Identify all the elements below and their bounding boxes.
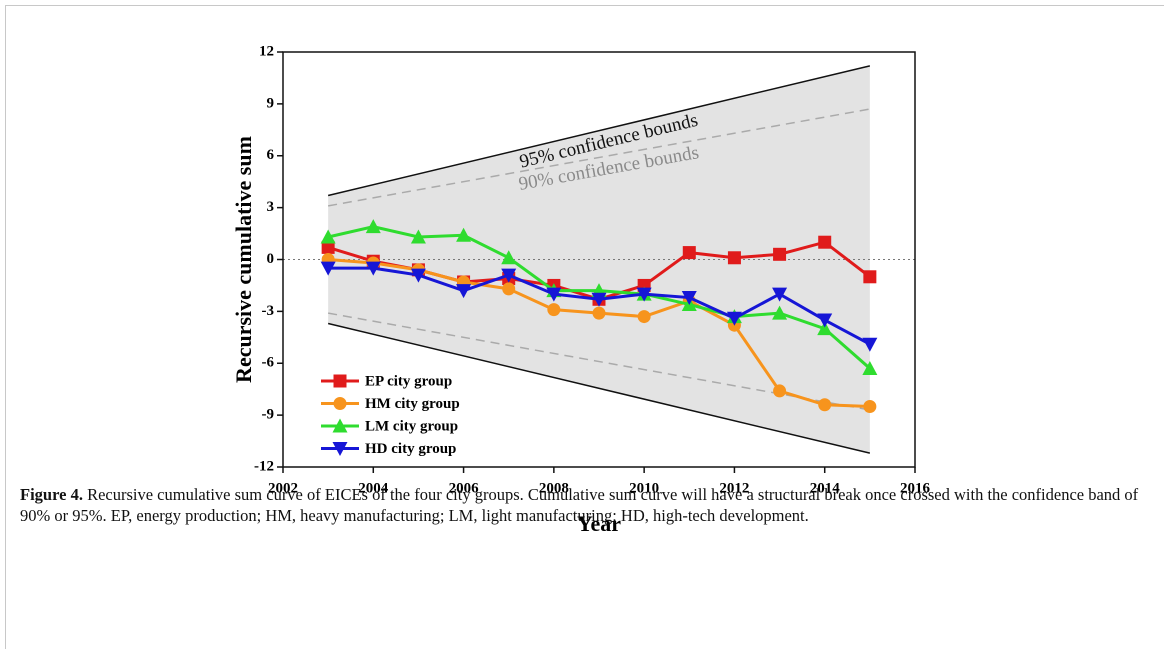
marker-triangle-down: [546, 287, 562, 302]
marker-triangle: [456, 227, 472, 242]
marker-triangle-down: [681, 291, 697, 306]
caption-label: Figure 4.: [20, 485, 83, 504]
marker-triangle: [410, 229, 426, 244]
marker-circle: [592, 306, 606, 320]
marker-triangle-down: [591, 292, 607, 307]
marker-triangle-down: [320, 261, 336, 276]
x-tick-label: 2004: [358, 480, 389, 496]
marker-triangle: [772, 305, 788, 320]
y-tick-label: -9: [262, 407, 275, 423]
marker-triangle-down: [456, 284, 472, 299]
marker-square: [863, 270, 877, 284]
y-tick-label: 3: [267, 199, 275, 215]
marker-triangle: [365, 219, 381, 234]
x-tick-label: 2008: [539, 480, 569, 496]
marker-triangle: [817, 321, 833, 336]
x-tick-label: 2016: [900, 480, 931, 496]
legend-marker: [332, 418, 348, 433]
y-tick-label: 6: [267, 147, 275, 163]
x-tick-label: 2010: [629, 480, 659, 496]
marker-triangle-down: [817, 313, 833, 328]
legend-label: LM city group: [365, 418, 458, 434]
marker-square: [321, 240, 335, 254]
legend-marker: [332, 442, 348, 456]
caption: Figure 4. Recursive cumulative sum curve…: [20, 484, 1140, 526]
legend-label: HD city group: [365, 441, 456, 457]
y-tick-label: -12: [254, 458, 274, 474]
confidence-bound-upper: [327, 65, 871, 197]
marker-square: [727, 251, 741, 265]
marker-triangle-down: [636, 287, 652, 302]
legend-marker: [333, 374, 347, 388]
marker-triangle-down: [862, 337, 878, 352]
x-tick-label: 2006: [449, 480, 480, 496]
confidence-bound-upper: [328, 108, 870, 207]
marker-circle: [502, 282, 516, 296]
legend-label: HM city group: [365, 396, 460, 412]
marker-circle: [863, 399, 877, 413]
marker-triangle: [501, 250, 517, 265]
x-axis-label: Year: [577, 511, 621, 536]
confidence-bound-lower: [327, 322, 871, 454]
figure-frame: [5, 5, 1164, 649]
x-tick-label: 2002: [268, 480, 298, 496]
marker-triangle-down: [726, 311, 742, 326]
legend-marker: [333, 397, 347, 410]
marker-square: [682, 246, 696, 260]
marker-square: [818, 235, 832, 249]
marker-circle: [773, 384, 787, 398]
y-tick-label: 12: [259, 43, 274, 59]
marker-circle: [547, 303, 561, 317]
marker-triangle-down: [410, 268, 426, 283]
y-tick-label: -6: [262, 355, 275, 371]
caption-text: Recursive cumulative sum curve of EICEs …: [20, 485, 1139, 525]
marker-square: [773, 247, 787, 261]
marker-triangle: [862, 360, 878, 375]
marker-triangle-down: [501, 268, 517, 283]
y-tick-label: 9: [267, 95, 275, 111]
y-tick-label: 0: [267, 251, 275, 267]
y-axis-label: Recursive cumulative sum: [231, 136, 256, 383]
legend-label: EP city group: [365, 373, 452, 389]
marker-triangle-down: [365, 261, 381, 276]
marker-triangle: [320, 229, 336, 244]
marker-triangle-down: [772, 287, 788, 302]
x-tick-label: 2014: [810, 480, 841, 496]
x-tick-label: 2012: [719, 480, 749, 496]
marker-circle: [818, 398, 832, 412]
marker-circle: [637, 310, 651, 324]
y-tick-label: -3: [262, 303, 275, 319]
